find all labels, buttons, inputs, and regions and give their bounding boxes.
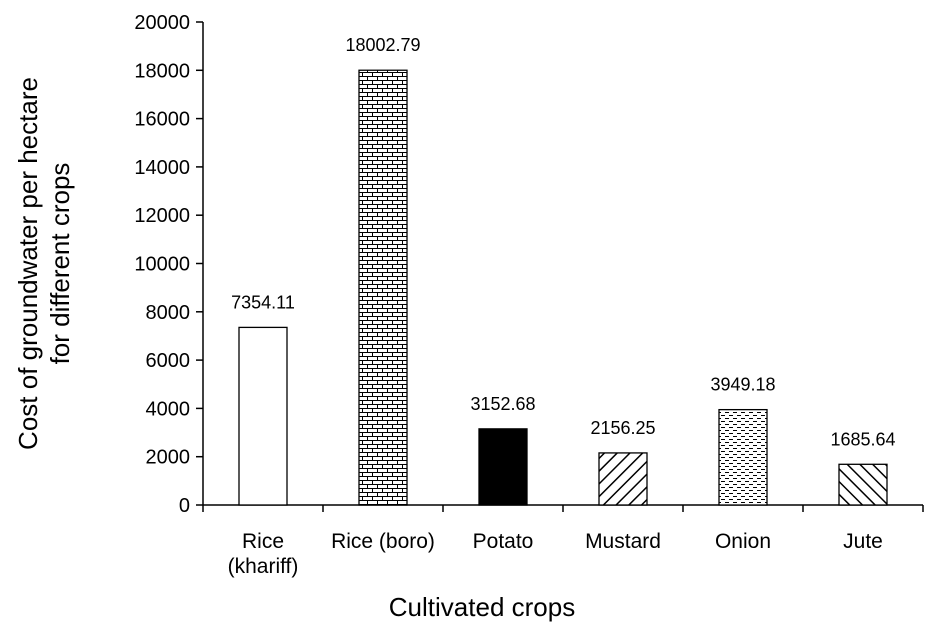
y-tick-label: 2000	[146, 447, 191, 469]
x-tick-label: Rice	[242, 530, 284, 553]
y-tick-label: 12000	[134, 205, 190, 227]
bar	[718, 408, 768, 506]
bar	[478, 428, 528, 506]
x-tick-label: Jute	[843, 530, 883, 553]
bar	[358, 69, 408, 506]
x-tick-label: Mustard	[585, 530, 661, 553]
x-tick-label: Onion	[715, 530, 771, 553]
y-axis-title-line: Cost of groundwater per hectare	[13, 77, 43, 450]
y-axis-title: Cost of groundwater per hectare for diffe…	[13, 77, 75, 450]
x-axis	[202, 504, 924, 512]
x-tick-label: Rice (boro)	[331, 530, 435, 553]
bars	[238, 69, 888, 506]
y-tick-label: 0	[179, 495, 190, 517]
data-label: 1685.64	[830, 429, 895, 449]
x-tick-label: (khariff)	[228, 555, 299, 578]
y-tick-label: 20000	[134, 12, 190, 34]
data-label: 7354.11	[231, 292, 295, 312]
data-labels: 7354.11 18002.79 3152.68 2156.25 3949.18 1685…	[231, 35, 895, 449]
y-tick-label: 16000	[134, 109, 190, 131]
bar	[238, 326, 288, 506]
y-tick-label: 8000	[146, 302, 191, 324]
data-label: 18002.79	[345, 35, 420, 55]
y-tick-label: 14000	[134, 157, 190, 179]
y-axis-title-line: for different crops	[45, 163, 75, 365]
x-tick-label: Potato	[473, 530, 534, 553]
bar	[838, 463, 888, 506]
y-tick-label: 18000	[134, 60, 190, 82]
y-tick-label: 10000	[134, 254, 190, 276]
category-labels: Rice(khariff) Rice (boro) Potato Mustard Oni…	[228, 530, 883, 578]
data-label: 3949.18	[710, 375, 775, 395]
data-label: 3152.68	[470, 394, 535, 414]
y-axis: 0 2000 4000 6000 8000 10000 12000 14000 16000 180…	[134, 12, 204, 517]
x-axis-title: Cultivated crops	[389, 592, 575, 622]
y-tick-label: 6000	[146, 350, 191, 372]
bar	[598, 452, 648, 506]
data-label: 2156.25	[590, 418, 655, 438]
y-tick-label: 4000	[146, 398, 191, 420]
